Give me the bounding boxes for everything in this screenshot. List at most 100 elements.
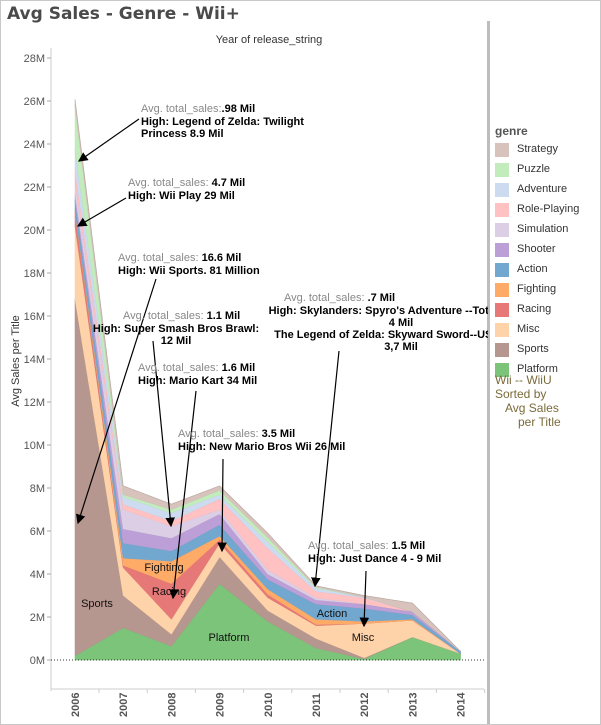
annotation-high: 4 Mil (389, 317, 413, 329)
legend-label[interactable]: Role-Playing (517, 203, 580, 215)
area-strategy (74, 99, 461, 652)
annotation-avg: Avg. total_sales: 1.6 Mil (138, 362, 255, 374)
annotation-high: High: Wii Sports. 81 Million (118, 265, 260, 277)
legend-swatch-misc[interactable] (495, 323, 509, 337)
legend-label[interactable]: Fighting (517, 283, 557, 295)
annotation-high: High: Super Smash Bros Brawl: (93, 323, 259, 335)
area-label-platform: Platform (209, 632, 250, 644)
legend-label[interactable]: Adventure (517, 183, 568, 195)
x-tick-label-2013: 2013 (407, 693, 419, 717)
legend-label[interactable]: Strategy (517, 143, 558, 155)
annotation-avg-value: 1.1 Mil (204, 310, 241, 322)
x-tick-label-2006: 2006 (70, 693, 82, 717)
annotation-arrow (217, 458, 227, 553)
y-tick-label: 20M (24, 225, 45, 237)
legend-label[interactable]: Sports (517, 343, 549, 355)
area-edge-strategy (74, 99, 461, 652)
legend-label[interactable]: Misc (517, 323, 540, 335)
annotation-high: High: Skylanders: Spyro's Adventure --To… (269, 305, 488, 317)
legend-label[interactable]: Racing (517, 303, 552, 315)
annotation-arrow (75, 278, 157, 525)
x-tick-label-2014: 2014 (456, 692, 468, 717)
legend-label[interactable]: Action (517, 263, 548, 275)
annotation-arrow (311, 350, 340, 588)
annotation-arrow (76, 197, 127, 227)
x-tick-label-2011: 2011 (311, 693, 323, 717)
y-tick-label: 14M (24, 354, 45, 366)
annotation-avg-value: 4.7 Mil (209, 177, 246, 189)
annotation-avg-value: 16.6 Mil (199, 252, 242, 264)
x-tick-label-2012: 2012 (359, 693, 371, 717)
legend-label[interactable]: Puzzle (517, 163, 551, 175)
annotation-arrow (359, 570, 370, 628)
y-tick-label: 24M (24, 139, 45, 151)
legend-swatch-action[interactable] (495, 263, 509, 277)
x-tick-label-2009: 2009 (215, 693, 227, 717)
y-tick-label: 2M (30, 612, 45, 624)
legend-swatch-fighting[interactable] (495, 283, 509, 297)
y-tick-label: 16M (24, 311, 45, 323)
y-tick-label: 28M (24, 53, 45, 65)
legend-swatch-racing[interactable] (495, 303, 509, 317)
area-label-misc: Misc (352, 632, 375, 644)
legend-swatch-role-playing[interactable] (495, 203, 509, 217)
area-label-action: Action (317, 608, 348, 620)
legend-swatch-sports[interactable] (495, 343, 509, 357)
annotation-high: High: New Mario Bros Wii 26 Mil (178, 441, 345, 453)
annotation-high: High: Wii Play 29 Mil (128, 190, 235, 202)
y-tick-label: 26M (24, 96, 45, 108)
annotation-high: Princess 8.9 Mil (141, 128, 224, 140)
y-tick-label: 0M (30, 655, 45, 667)
annotation-avg-value: .98 Mil (222, 103, 256, 115)
annotation-high: 12 Mil (161, 335, 192, 347)
area-label-fighting: Fighting (144, 562, 183, 574)
annotation-high: High: Mario Kart 34 Mil (138, 375, 257, 387)
y-tick-label: 8M (30, 483, 45, 495)
legend-swatch-platform[interactable] (495, 363, 509, 377)
dashboard-title: Avg Sales - Genre - Wii+ (7, 4, 240, 24)
annotation-avg-value: 1.5 Mil (389, 540, 426, 552)
legend-label[interactable]: Simulation (517, 223, 569, 235)
annotation-avg: Avg. total_sales: 16.6 Mil (118, 252, 241, 264)
legend-note-line: Avg Sales (505, 401, 559, 415)
legend-swatch-shooter[interactable] (495, 243, 509, 257)
annotation-avg: Avg. total_sales: 4.7 Mil (128, 177, 245, 189)
annotation-high: High: Just Dance 4 - 9 Mil (308, 553, 441, 565)
x-tick-label-2008: 2008 (166, 693, 178, 717)
y-axis-title: Avg Sales per Title (10, 315, 22, 407)
y-tick-label: 10M (24, 440, 45, 452)
annotation-avg-value: 3.5 Mil (259, 428, 296, 440)
annotation-arrow (169, 390, 197, 600)
annotation-arrow (152, 340, 175, 528)
stacked-area-chart: Year of release_string Avg Sales per Titl… (10, 34, 488, 717)
legend-label[interactable]: Shooter (517, 243, 556, 255)
x-axis-title: Year of release_string (216, 34, 323, 46)
y-tick-label: 12M (24, 397, 45, 409)
annotation-avg-value: .7 Mil (365, 292, 396, 304)
area-label-racing: Racing (152, 586, 186, 598)
x-tick-label-2007: 2007 (118, 693, 130, 717)
legend-swatch-strategy[interactable] (495, 143, 509, 157)
annotation-high: 3,7 Mil (384, 341, 418, 353)
legend-swatch-puzzle[interactable] (495, 163, 509, 177)
annotation-avg: Avg. total_sales:.98 Mil (141, 103, 255, 115)
annotation-high: The Legend of Zelda: Skyward Sword--US S… (274, 329, 488, 341)
legend-label[interactable]: Platform (517, 363, 558, 375)
legend-swatch-adventure[interactable] (495, 183, 509, 197)
legend-note-line: per Title (518, 415, 561, 429)
annotation-avg: Avg. total_sales: 1.5 Mil (308, 540, 425, 552)
annotation-arrow (78, 118, 140, 162)
legend-swatch-simulation[interactable] (495, 223, 509, 237)
annotation-avg: Avg. total_sales: 1.1 Mil (123, 310, 240, 322)
pane-divider (487, 21, 490, 724)
y-tick-label: 22M (24, 182, 45, 194)
annotation-avg: Avg. total_sales: 3.5 Mil (178, 428, 295, 440)
